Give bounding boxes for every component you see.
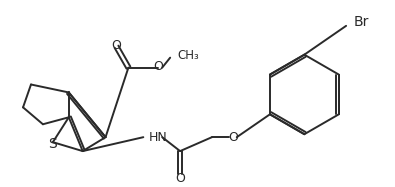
Text: HN: HN	[148, 131, 167, 144]
Text: O: O	[175, 172, 185, 186]
Text: O: O	[111, 39, 121, 52]
Text: Br: Br	[354, 15, 369, 29]
Text: O: O	[153, 60, 163, 73]
Text: S: S	[49, 137, 57, 151]
Text: CH₃: CH₃	[177, 49, 199, 62]
Text: O: O	[228, 131, 238, 144]
